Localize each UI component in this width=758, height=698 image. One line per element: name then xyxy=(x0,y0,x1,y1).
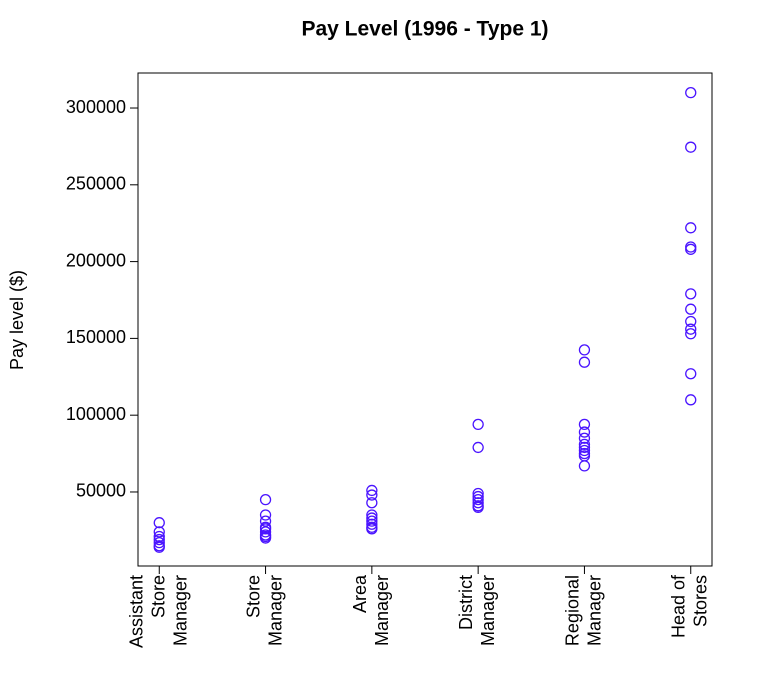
plot-frame xyxy=(137,72,713,567)
point xyxy=(685,394,697,406)
point xyxy=(366,509,378,521)
point xyxy=(153,530,165,543)
x-tick-label: Assistant Store Manager xyxy=(126,575,190,648)
point xyxy=(153,537,165,549)
y-tick-label: 50000 xyxy=(76,481,126,501)
point xyxy=(578,438,591,451)
y-tick-label: 150000 xyxy=(66,327,126,347)
point xyxy=(472,497,484,509)
x-tick-label: Area Manager xyxy=(350,574,392,646)
x-tick-label: Regional Manager xyxy=(562,575,604,646)
point xyxy=(578,432,591,444)
point xyxy=(153,541,165,553)
point xyxy=(578,441,591,454)
point xyxy=(685,303,697,315)
point xyxy=(685,288,697,300)
x-tick-label: District Manager xyxy=(456,575,498,646)
point xyxy=(259,515,272,527)
point xyxy=(685,315,697,328)
y-tick-label: 250000 xyxy=(66,174,126,194)
y-axis-label: Pay level ($) xyxy=(7,270,27,370)
point xyxy=(578,356,591,368)
point xyxy=(153,533,165,546)
point xyxy=(578,426,591,438)
point xyxy=(259,494,272,506)
point xyxy=(685,222,697,234)
point xyxy=(472,490,484,503)
point xyxy=(366,497,378,509)
point xyxy=(685,323,697,335)
point xyxy=(366,523,378,535)
point xyxy=(153,517,165,529)
point xyxy=(259,532,272,544)
point xyxy=(472,441,484,454)
x-tick-label: Store Manager xyxy=(243,575,285,646)
point xyxy=(685,141,697,153)
point xyxy=(366,515,378,527)
point xyxy=(685,87,697,99)
point xyxy=(259,526,272,538)
point xyxy=(366,518,378,530)
point xyxy=(259,509,272,521)
chart-title: Pay Level (1996 - Type 1) xyxy=(301,18,548,41)
point xyxy=(578,444,591,457)
x-tick-label: Head of Stores xyxy=(668,574,710,638)
point xyxy=(259,523,272,535)
point xyxy=(578,418,591,431)
point xyxy=(472,501,484,513)
point xyxy=(685,368,697,380)
point xyxy=(472,494,484,506)
point xyxy=(685,241,697,253)
point xyxy=(153,526,165,538)
point xyxy=(366,512,378,524)
y-tick-label: 300000 xyxy=(66,97,126,117)
point xyxy=(685,328,697,340)
point xyxy=(578,460,591,472)
point xyxy=(366,489,378,501)
point xyxy=(578,344,591,356)
point xyxy=(366,484,378,497)
y-tick-label: 200000 xyxy=(66,250,126,270)
point xyxy=(472,487,484,500)
point xyxy=(472,418,484,431)
point xyxy=(685,243,697,255)
y-tick-label: 100000 xyxy=(66,404,126,424)
